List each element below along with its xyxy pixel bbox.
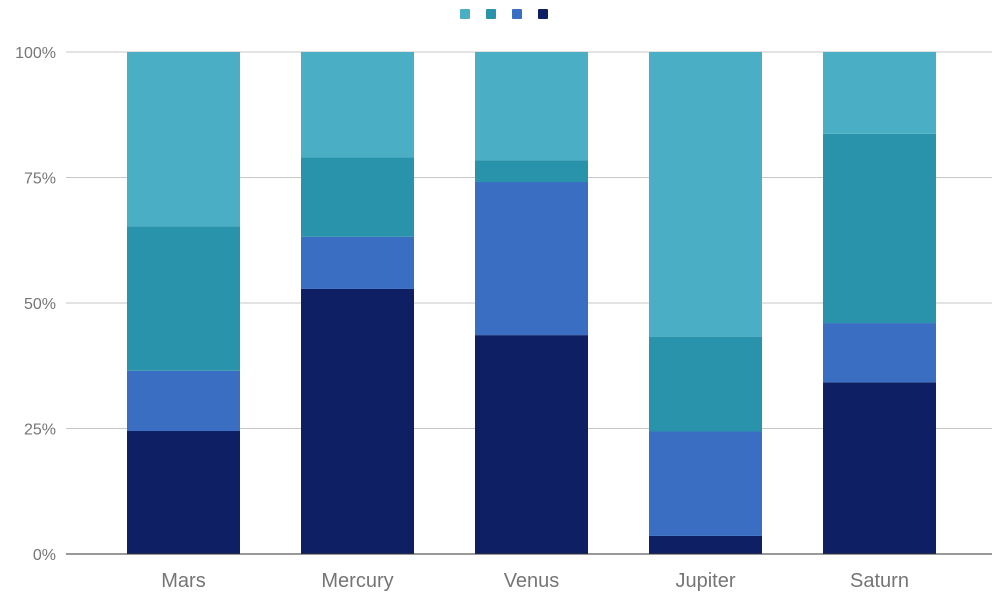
x-tick-label: Jupiter	[675, 570, 735, 592]
bar-segment-venus-2	[475, 160, 588, 183]
bar-segment-mars-0	[127, 431, 240, 554]
x-tick-label: Venus	[504, 570, 560, 592]
y-tick-label: 100%	[15, 45, 56, 62]
y-tick-label: 0%	[33, 547, 56, 564]
bar-segment-venus-0	[475, 335, 588, 554]
bar-segment-mercury-3	[301, 52, 414, 158]
bar-segment-saturn-0	[823, 382, 936, 554]
bar-segment-venus-1	[475, 182, 588, 336]
bar-segment-mercury-2	[301, 157, 414, 237]
x-axis-ticks: Mars Mercury Venus Jupiter Saturn	[161, 570, 909, 592]
legend	[460, 9, 548, 19]
bars	[127, 52, 936, 554]
bar-segment-mars-2	[127, 226, 240, 371]
bar-segment-saturn-2	[823, 133, 936, 324]
bar-segment-jupiter-1	[649, 431, 762, 536]
bar-segment-mercury-0	[301, 288, 414, 554]
legend-swatch[interactable]	[538, 9, 548, 19]
bar-segment-jupiter-0	[649, 535, 762, 554]
legend-swatch[interactable]	[512, 9, 522, 19]
y-tick-label: 50%	[24, 296, 56, 313]
bar-segment-mars-1	[127, 370, 240, 432]
x-tick-label: Mercury	[321, 570, 393, 592]
y-axis-ticks: 0% 25% 50% 75% 100%	[15, 45, 56, 564]
bar-segment-mars-3	[127, 52, 240, 227]
y-tick-label: 75%	[24, 171, 56, 188]
bar-segment-venus-3	[475, 52, 588, 161]
x-tick-label: Mars	[161, 570, 205, 592]
bar-segment-jupiter-3	[649, 52, 762, 337]
x-tick-label: Saturn	[850, 570, 909, 592]
legend-swatch[interactable]	[460, 9, 470, 19]
bar-segment-saturn-3	[823, 52, 936, 134]
bar-segment-saturn-1	[823, 323, 936, 383]
bar-segment-jupiter-2	[649, 336, 762, 432]
legend-swatch[interactable]	[486, 9, 496, 19]
y-tick-label: 25%	[24, 422, 56, 439]
bar-segment-mercury-1	[301, 236, 414, 289]
